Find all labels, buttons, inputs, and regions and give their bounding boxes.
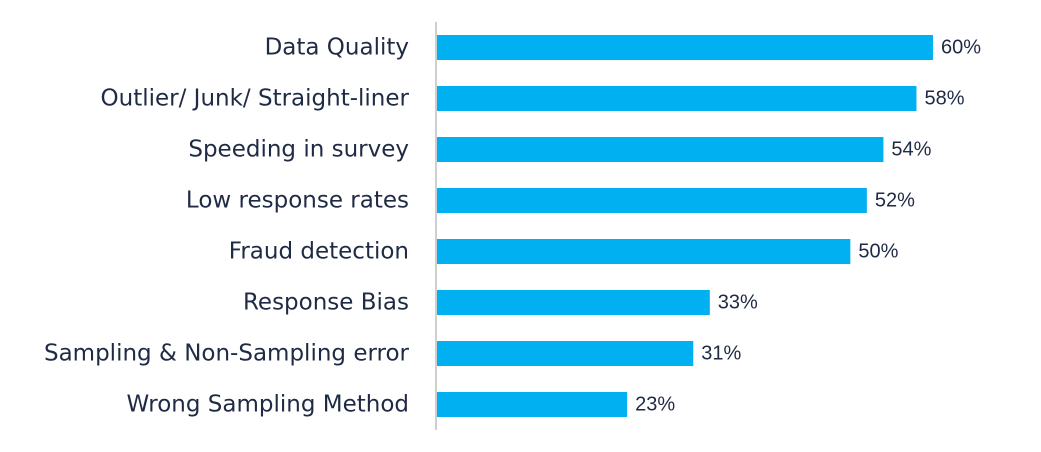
value-label-4: 50% [858,241,898,263]
category-label-6: Sampling & Non-Sampling error [44,341,410,367]
value-label-6: 31% [701,343,741,365]
value-label-2: 54% [891,139,931,161]
bar-3 [437,188,867,213]
bar-6 [437,341,694,366]
value-label-0: 60% [941,37,981,59]
category-label-4: Fraud detection [229,239,409,265]
category-labels: Data Quality Outlier/ Junk/ Straight-line… [44,35,410,418]
value-label-5: 33% [718,292,758,314]
bar-0 [437,35,933,60]
value-label-1: 58% [924,88,964,110]
category-label-7: Wrong Sampling Method [127,392,409,418]
category-label-1: Outlier/ Junk/ Straight-liner [101,86,410,112]
bar-5 [437,290,710,315]
bars-layer [437,35,933,417]
value-labels: 60% 58% 54% 52% 50% 33% 31% 23% [635,37,981,416]
value-label-3: 52% [875,190,915,212]
category-label-0: Data Quality [265,35,409,61]
bar-1 [437,86,917,111]
bar-2 [437,137,884,162]
value-label-7: 23% [635,394,675,416]
bar-7 [437,392,628,417]
category-label-2: Speeding in survey [188,137,409,163]
category-label-5: Response Bias [243,290,409,316]
bar-4 [437,239,851,264]
category-label-3: Low response rates [186,188,409,214]
